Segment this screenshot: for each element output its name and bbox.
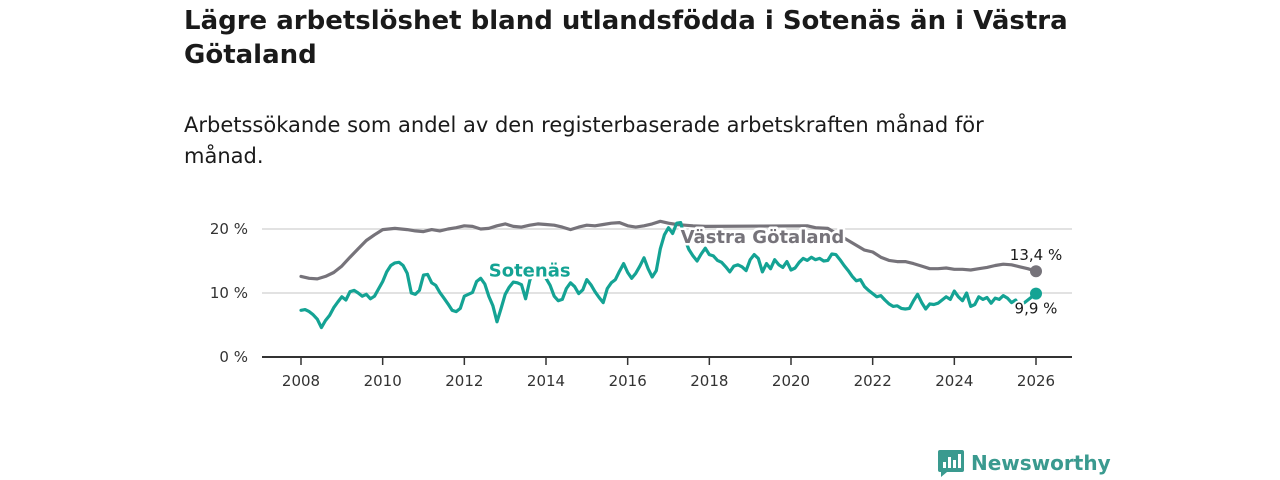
y-tick-label: 10 %	[210, 284, 248, 302]
brand-logo[interactable]: Newsworthy	[937, 448, 1111, 478]
y-tick-label: 0 %	[219, 348, 248, 366]
grid-lines	[262, 228, 1072, 294]
x-tick-label: 2008	[282, 372, 320, 390]
x-tick-label: 2026	[1017, 372, 1055, 390]
page-title: Lägre arbetslöshet bland utlandsfödda i …	[184, 6, 1068, 70]
brand-name: Newsworthy	[971, 451, 1111, 475]
chart-labels: Sotenäs Västra Götaland 13,4 % 9,9 %	[486, 225, 1064, 320]
x-tick-label: 2010	[364, 372, 402, 390]
end-value-label: 9,9 %	[1015, 300, 1058, 318]
x-tick-label: 2016	[609, 372, 647, 390]
x-tick-label: 2012	[445, 372, 483, 390]
end-point-marker	[1030, 287, 1042, 300]
end-point-marker	[1030, 265, 1042, 278]
axes: 0 % 10 % 20 % 2008 2010 2012 2014 2016 2018 2020 2…	[210, 220, 1072, 390]
end-value-label: 13,4 %	[1010, 246, 1062, 264]
x-tick-label: 2024	[935, 372, 973, 390]
series-line-v-stra-g-taland	[299, 219, 1038, 281]
x-tick-label: 2018	[690, 372, 728, 390]
x-tick-label: 2022	[854, 372, 892, 390]
series-annotation: Sotenäs	[489, 260, 571, 281]
y-tick-label: 20 %	[210, 220, 248, 238]
series-line-soten-s	[299, 221, 1038, 330]
series-lines	[299, 219, 1038, 330]
x-tick-label: 2014	[527, 372, 565, 390]
page-subtitle: Arbetssökande som andel av den registerb…	[184, 113, 984, 168]
newsworthy-logo-icon	[938, 450, 964, 477]
series-annotation: Västra Götaland	[681, 227, 845, 248]
x-tick-label: 2020	[772, 372, 810, 390]
